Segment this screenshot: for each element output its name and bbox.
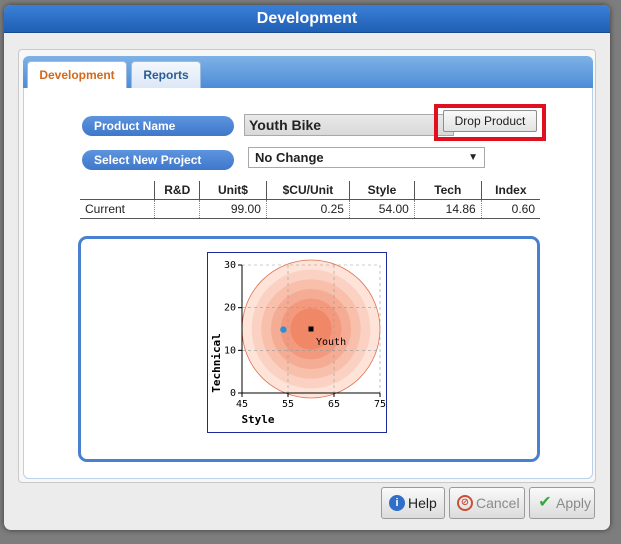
product-name-label: Product Name	[82, 116, 234, 136]
tab-strip: Development Reports	[23, 56, 593, 90]
y-tick-label-2: 20	[224, 303, 236, 314]
header-cu-unit: $CU/Unit	[265, 181, 350, 200]
product-name-field[interactable]: Youth Bike	[244, 114, 454, 136]
header-style: Style	[348, 181, 415, 200]
header-index: Index	[480, 181, 540, 200]
main-panel: Development Reports Product Name Youth B…	[18, 49, 596, 483]
checkmark-icon: ✔	[538, 494, 552, 511]
y-axis-label: Technical	[210, 333, 223, 393]
info-icon: i	[389, 495, 405, 511]
cell-tech: 14.86	[413, 199, 482, 219]
chevron-down-icon: ▼	[468, 152, 478, 163]
perceptual-map-box: 45 55 65 75 0 10 20 30 Style Technical Youth	[78, 236, 540, 462]
header-tech: Tech	[413, 181, 482, 200]
tab-development[interactable]: Development	[27, 61, 127, 90]
cell-style: 54.00	[348, 199, 415, 219]
header-blank	[80, 181, 155, 200]
y-tick-label-3: 30	[224, 260, 236, 271]
apply-label: Apply	[556, 495, 592, 511]
cell-cu-unit: 0.25	[265, 199, 350, 219]
development-window: Development Development Reports Product …	[4, 5, 610, 530]
y-tick-label-1: 10	[224, 345, 236, 356]
header-rd: R&D	[154, 181, 200, 200]
perceptual-map-frame: 45 55 65 75 0 10 20 30 Style Technical Youth	[207, 252, 387, 433]
development-content: Product Name Youth Bike Drop Product Sel…	[23, 88, 593, 479]
project-select[interactable]: No Change ▼	[248, 147, 485, 168]
target-marker	[308, 326, 314, 332]
target-label: Youth	[316, 337, 346, 348]
cancel-label: Cancel	[476, 495, 520, 511]
help-button[interactable]: i Help	[381, 487, 445, 519]
tab-reports[interactable]: Reports	[131, 61, 201, 89]
spec-table: R&D Unit$ $CU/Unit Style Tech Index Curr…	[80, 181, 540, 219]
cell-index: 0.60	[480, 199, 540, 219]
window-title: Development	[4, 5, 610, 33]
x-tick-label-0: 45	[236, 399, 248, 410]
drop-product-highlight	[434, 104, 546, 141]
cell-rd	[154, 199, 200, 219]
select-project-label: Select New Project	[82, 150, 234, 170]
project-select-value: No Change	[255, 150, 324, 165]
apply-button[interactable]: ✔ Apply	[529, 487, 595, 519]
cancel-button[interactable]: ⊘ Cancel	[449, 487, 525, 519]
x-tick-label-3: 75	[374, 399, 386, 410]
row-label: Current	[80, 199, 155, 219]
drop-product-button[interactable]: Drop Product	[443, 110, 537, 132]
x-tick-label-1: 55	[282, 399, 294, 410]
header-unit-price: Unit$	[199, 181, 267, 200]
y-tick-label-0: 0	[230, 388, 236, 399]
product-point-0	[280, 326, 287, 333]
spec-table-header: R&D Unit$ $CU/Unit Style Tech Index	[80, 181, 540, 200]
cell-unit-price: 99.00	[199, 199, 267, 219]
help-label: Help	[408, 495, 437, 511]
x-tick-label-2: 65	[328, 399, 340, 410]
table-row: Current 99.00 0.25 54.00 14.86 0.60	[80, 199, 540, 219]
perceptual-map-chart: 45 55 65 75 0 10 20 30 Style Technical Youth	[210, 259, 386, 426]
x-axis-label: Style	[241, 413, 274, 426]
cancel-icon: ⊘	[457, 495, 473, 511]
